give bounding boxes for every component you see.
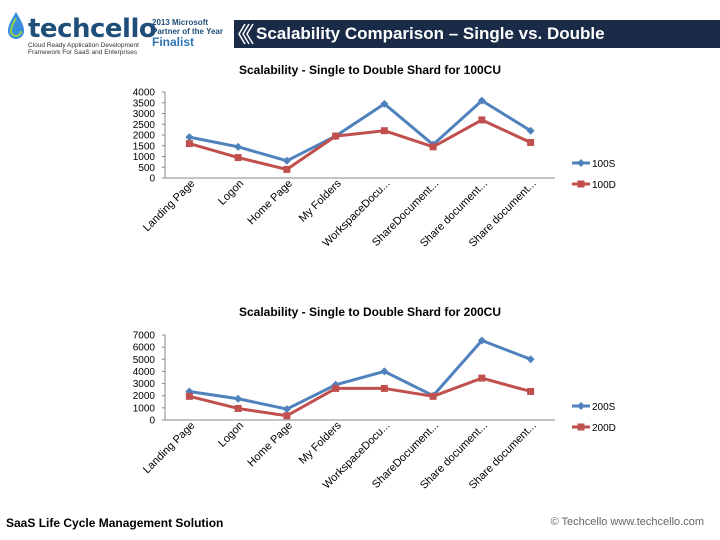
badge-line-1: 2013 Microsoft [152, 18, 209, 27]
slide-title: Scalability Comparison – Single vs. Doub… [256, 24, 605, 43]
data-point [380, 99, 389, 108]
data-point [234, 404, 242, 412]
data-point [234, 142, 243, 151]
y-tick-label: 4000 [133, 367, 156, 378]
data-point [185, 140, 193, 148]
y-tick-label: 1000 [133, 403, 156, 414]
logo-drop-icon [8, 12, 24, 39]
series-line-100D [188, 118, 532, 171]
data-point [429, 392, 437, 400]
y-tick-label: 3000 [133, 379, 156, 390]
x-category-label: Logon [216, 178, 246, 208]
legend-marker [577, 180, 585, 188]
series-line-200S [189, 338, 532, 411]
data-point [283, 165, 291, 173]
legend-marker [577, 159, 585, 167]
data-point [185, 133, 194, 142]
data-point [380, 384, 388, 392]
chart-200cu: Scalability - Single to Double Shard for… [133, 305, 616, 492]
data-point [282, 405, 291, 414]
x-category-label: My Folders [297, 419, 344, 466]
logo-tagline: Cloud Ready Application Development Fram… [28, 42, 158, 56]
y-tick-label: 3500 [133, 98, 156, 109]
y-tick-label: 0 [149, 174, 155, 185]
y-tick-label: 500 [138, 163, 155, 174]
data-point [477, 96, 486, 105]
y-tick-label: 2500 [133, 120, 156, 131]
footer-copyright: © Techcello www.techcello.com [550, 516, 704, 528]
y-tick-label: 6000 [133, 343, 156, 354]
legend-marker [577, 423, 585, 431]
data-point [478, 374, 486, 382]
series-line-100S [189, 99, 532, 163]
data-point [429, 143, 437, 151]
x-category-label: Home Page [245, 178, 295, 228]
chart-100cu: Scalability - Single to Double Shard for… [133, 63, 616, 250]
legend-marker [577, 402, 585, 410]
tagline-line-2: Framework For SaaS and Enterprises [28, 49, 138, 56]
legend-label: 200D [592, 423, 616, 434]
badge-line-2: Partner of the Year [152, 27, 223, 36]
x-category-label: Landing Page [141, 420, 198, 477]
data-point [234, 154, 242, 162]
data-point [477, 336, 486, 345]
legend-label: 100D [592, 180, 616, 191]
data-point [332, 384, 340, 392]
y-tick-label: 1500 [133, 141, 156, 152]
data-point [526, 355, 535, 364]
data-point [185, 392, 193, 400]
legend-label: 200S [592, 402, 616, 413]
badge-line-3: Finalist [152, 35, 195, 49]
data-point [527, 139, 535, 147]
title-bar: Scalability Comparison – Single vs. Doub… [234, 20, 720, 48]
x-category-label: Landing Page [141, 178, 198, 235]
data-point [380, 367, 389, 376]
y-tick-label: 3000 [133, 109, 156, 120]
footer-solution-text: SaaS Life Cycle Management Solution [6, 516, 224, 530]
x-category-label: Logon [216, 420, 246, 450]
slide-header: techcello Cloud Ready Application Develo… [0, 0, 720, 70]
y-tick-label: 5000 [133, 355, 156, 366]
data-point [478, 116, 486, 124]
y-tick-label: 2000 [133, 131, 156, 142]
data-point [282, 156, 291, 165]
data-point [380, 127, 388, 135]
techcello-logo: techcello Cloud Ready Application Develo… [6, 10, 157, 60]
logo-wordmark: techcello [28, 14, 157, 44]
x-category-label: My Folders [297, 177, 344, 224]
chart-title: Scalability - Single to Double Shard for… [239, 63, 501, 77]
data-point [234, 394, 243, 403]
tagline-line-1: Cloud Ready Application Development [28, 42, 139, 49]
series-line-200D [189, 376, 532, 418]
y-tick-label: 7000 [133, 331, 156, 342]
data-point [332, 132, 340, 140]
data-point [526, 126, 535, 135]
partner-badge: 2013 Microsoft Partner of the Year Final… [152, 18, 232, 49]
data-point [527, 387, 535, 395]
y-tick-label: 0 [149, 416, 155, 427]
y-tick-label: 4000 [133, 88, 156, 99]
chevrons-icon [238, 23, 254, 45]
y-tick-label: 2000 [133, 391, 156, 402]
y-tick-label: 1000 [133, 152, 156, 163]
chart-title: Scalability - Single to Double Shard for… [239, 305, 501, 319]
data-point [283, 412, 291, 420]
x-category-label: Home Page [245, 420, 295, 470]
legend-label: 100S [592, 159, 616, 170]
